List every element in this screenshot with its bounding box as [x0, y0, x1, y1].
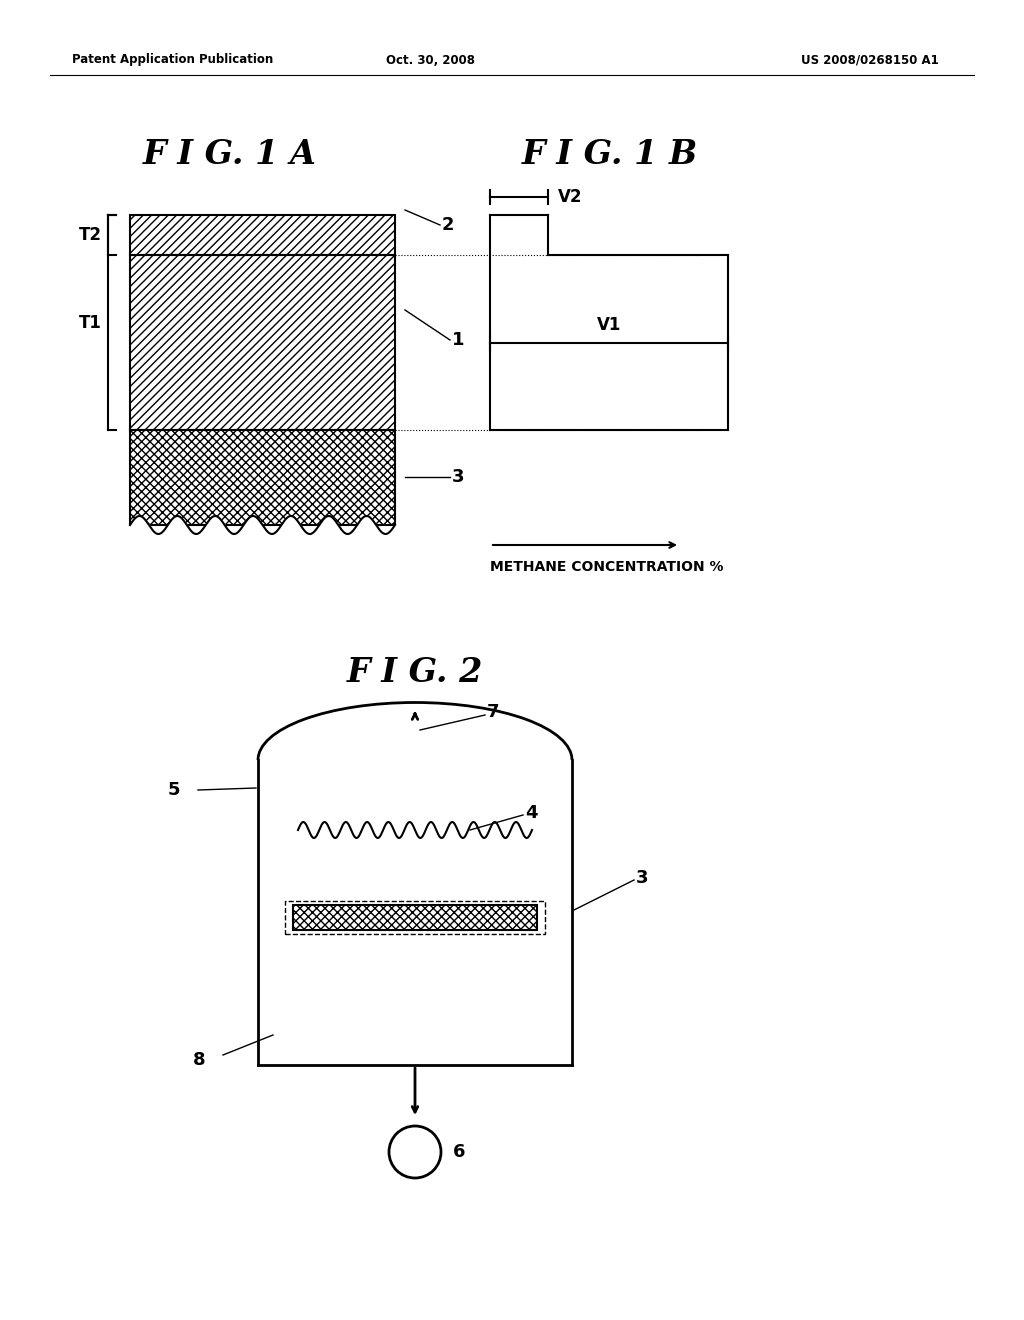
Text: 6: 6 [453, 1143, 466, 1162]
Text: 2: 2 [442, 216, 455, 234]
Bar [293, 906, 537, 931]
Text: F I G. 1 A: F I G. 1 A [143, 139, 317, 172]
Text: 3: 3 [636, 869, 648, 887]
Text: 8: 8 [194, 1051, 206, 1069]
Text: 5: 5 [168, 781, 180, 799]
Text: 1: 1 [452, 331, 465, 348]
Text: 3: 3 [452, 469, 465, 486]
Text: Patent Application Publication: Patent Application Publication [72, 54, 273, 66]
Text: T2: T2 [79, 226, 102, 244]
Text: Oct. 30, 2008: Oct. 30, 2008 [385, 54, 474, 66]
Text: V2: V2 [558, 187, 583, 206]
Text: V1: V1 [597, 315, 622, 334]
Text: 4: 4 [525, 804, 538, 822]
Text: T1: T1 [79, 314, 102, 331]
Text: F I G. 2: F I G. 2 [347, 656, 483, 689]
Bar [130, 255, 395, 430]
Text: METHANE CONCENTRATION %: METHANE CONCENTRATION % [490, 560, 724, 574]
Bar [285, 902, 545, 935]
Text: 7: 7 [487, 704, 500, 721]
Bar [130, 215, 395, 255]
Bar [130, 430, 395, 525]
Text: US 2008/0268150 A1: US 2008/0268150 A1 [801, 54, 939, 66]
Text: F I G. 1 B: F I G. 1 B [522, 139, 698, 172]
